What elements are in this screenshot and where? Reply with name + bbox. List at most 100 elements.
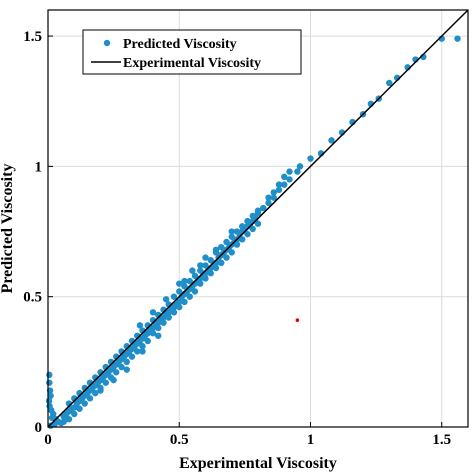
data-point (86, 395, 94, 402)
data-point (202, 275, 209, 282)
data-point (110, 376, 117, 384)
data-point (202, 254, 209, 261)
y-axis-title: Predicted Viscosity (0, 164, 16, 294)
data-point (160, 319, 167, 326)
data-point (270, 194, 277, 201)
data-point (265, 199, 272, 207)
data-point (223, 238, 230, 246)
data-point (286, 168, 293, 175)
data-point (454, 35, 461, 42)
data-point (197, 262, 204, 269)
plot-frame (47, 9, 469, 428)
data-point (233, 241, 241, 248)
data-point (170, 293, 178, 300)
data-point (113, 369, 120, 376)
data-point (176, 280, 183, 287)
data-point (97, 387, 104, 394)
x-tick-label: 0.5 (170, 432, 189, 448)
data-point (386, 79, 393, 87)
x-tick-label: 1.5 (432, 432, 451, 448)
y-tick-label: 0 (35, 420, 43, 436)
data-point (46, 379, 53, 386)
data-point (155, 324, 162, 332)
data-point (254, 207, 262, 214)
y-tick-label: 1.5 (23, 29, 42, 45)
data-point (155, 332, 162, 339)
data-point (176, 303, 183, 311)
data-point (223, 254, 230, 261)
data-point (189, 267, 196, 274)
data-point (286, 176, 293, 183)
data-point (228, 233, 235, 240)
data-point (197, 280, 204, 287)
legend-box (82, 29, 302, 75)
data-point (218, 259, 225, 267)
data-point (281, 173, 288, 180)
data-point (92, 389, 99, 397)
data-point (281, 181, 288, 188)
data-point (275, 181, 283, 188)
legend-label-predicted: Predicted Viscosity (123, 37, 237, 52)
data-point (170, 309, 178, 316)
x-axis-title: Experimental Viscosity (179, 455, 337, 472)
x-tick-label: 1 (307, 432, 315, 448)
data-point (207, 257, 214, 264)
data-point (186, 277, 193, 285)
data-point (186, 293, 193, 300)
data-point (249, 212, 256, 220)
data-point (136, 322, 144, 329)
y-tick-label: 0.5 (23, 290, 42, 306)
data-point (239, 236, 246, 243)
data-point (139, 343, 146, 350)
data-point (76, 405, 83, 412)
legend-label-experimental: Experimental Viscosity (123, 56, 261, 71)
data-point (260, 204, 267, 212)
data-point (181, 298, 188, 306)
data-point (212, 246, 220, 253)
data-point (60, 418, 67, 425)
data-point (46, 371, 53, 379)
data-point (102, 379, 109, 386)
data-point (307, 155, 314, 162)
data-point (239, 223, 246, 230)
reference-line (47, 9, 469, 428)
data-point (149, 309, 157, 316)
data-point (71, 410, 78, 418)
data-point (134, 348, 141, 355)
data-point (275, 186, 283, 194)
data-point (218, 243, 225, 251)
data-point (265, 194, 272, 201)
data-point (176, 288, 183, 295)
axis-ticks: 0 0.5 1 1.5 0 0.5 1 1.5 (23, 29, 451, 448)
data-point (128, 353, 136, 360)
data-point (123, 358, 130, 366)
data-point (47, 392, 54, 399)
annotation-point (295, 318, 300, 322)
data-point (144, 337, 151, 345)
data-point (244, 217, 251, 225)
data-point (202, 262, 209, 269)
data-point (81, 400, 88, 407)
data-point (191, 288, 199, 295)
data-point (270, 189, 277, 196)
data-marks (45, 9, 469, 429)
data-point (212, 264, 220, 272)
data-point (294, 168, 301, 175)
data-point (207, 270, 214, 277)
x-tick-label: 0 (44, 432, 52, 448)
data-point (181, 277, 188, 285)
data-point (244, 230, 251, 238)
data-point (65, 415, 73, 423)
data-point (296, 163, 304, 170)
legend-marker-scatter (103, 39, 111, 47)
data-point (149, 329, 157, 337)
y-tick-label: 1 (35, 159, 43, 175)
data-point (139, 348, 146, 355)
legend: Predicted Viscosity Experimental Viscosi… (82, 29, 302, 75)
data-point (233, 228, 241, 235)
data-point (181, 283, 188, 290)
data-point (162, 296, 170, 303)
data-point (165, 314, 172, 321)
data-point (228, 249, 235, 256)
